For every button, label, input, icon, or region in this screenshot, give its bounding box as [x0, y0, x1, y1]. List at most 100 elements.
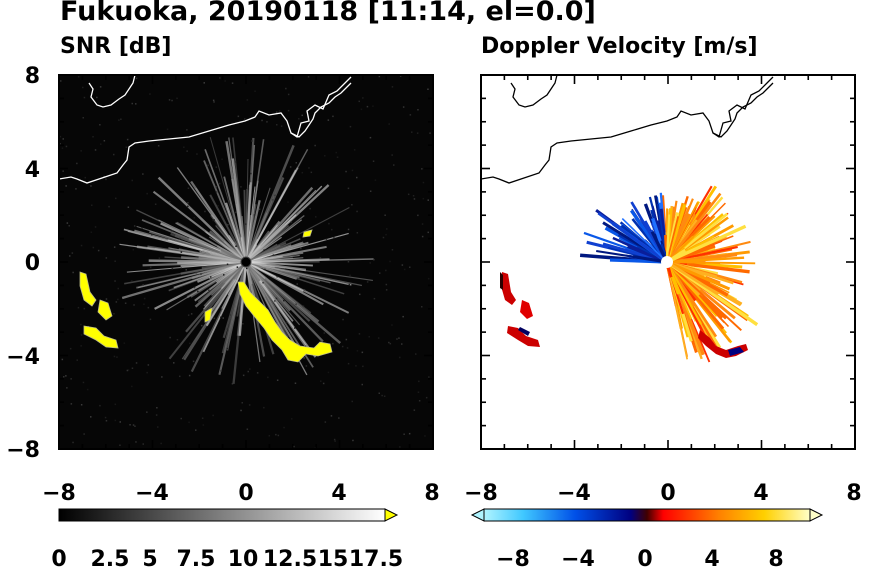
snr-noise-speck: [347, 362, 350, 365]
snr-noise-speck: [328, 222, 330, 225]
snr-noise-speck: [72, 271, 74, 274]
snr-noise-speck: [188, 374, 191, 377]
snr-noise-speck: [123, 342, 126, 344]
snr-noise-speck: [320, 380, 322, 382]
snr-noise-speck: [303, 289, 306, 291]
snr-noise-speck: [131, 102, 133, 105]
snr-noise-speck: [310, 171, 313, 174]
snr-noise-speck: [226, 263, 229, 265]
snr-noise-speck: [369, 190, 372, 192]
snr-noise-speck: [100, 143, 102, 145]
doppler-colorbar-label: 8: [768, 547, 783, 570]
snr-noise-speck: [61, 358, 64, 361]
snr-echo-ray: [245, 261, 313, 267]
snr-noise-speck: [90, 416, 92, 418]
snr-noise-speck: [401, 343, 403, 345]
snr-noise-speck: [83, 96, 86, 99]
snr-noise-speck: [146, 411, 148, 413]
snr-colorbar-label: 5: [142, 547, 157, 570]
snr-noise-speck: [212, 219, 214, 222]
snr-noise-speck: [146, 192, 148, 195]
snr-echo-ray: [245, 232, 349, 263]
snr-noise-speck: [347, 261, 350, 263]
snr-noise-speck: [330, 415, 333, 417]
snr-noise-speck: [378, 75, 381, 78]
snr-noise-speck: [309, 207, 311, 210]
snr-noise-speck: [114, 260, 116, 262]
snr-noise-speck: [142, 173, 144, 175]
snr-noise-speck: [69, 347, 72, 350]
snr-noise-speck: [418, 380, 420, 383]
snr-x-tick: −8: [42, 481, 76, 506]
snr-noise-speck: [127, 206, 130, 208]
snr-noise-speck: [413, 409, 416, 411]
snr-x-tick: −4: [135, 481, 169, 506]
snr-colorbar-label: 12.5: [263, 547, 317, 570]
snr-noise-speck: [94, 226, 97, 228]
snr-noise-speck: [319, 257, 322, 259]
snr-panel-title: SNR [dB]: [60, 34, 172, 59]
snr-noise-speck: [324, 421, 327, 423]
snr-noise-speck: [92, 246, 95, 249]
snr-noise-speck: [202, 424, 205, 426]
snr-noise-speck: [84, 176, 86, 179]
snr-noise-speck: [244, 118, 246, 120]
snr-noise-speck: [223, 274, 225, 276]
snr-noise-speck: [275, 111, 278, 113]
snr-noise-speck: [143, 303, 145, 305]
snr-noise-speck: [314, 144, 316, 147]
snr-noise-speck: [253, 214, 256, 216]
snr-noise-speck: [173, 362, 175, 364]
snr-colorbar-label: 17.5: [349, 547, 403, 570]
snr-noise-speck: [372, 160, 375, 162]
snr-noise-speck: [263, 406, 265, 409]
snr-noise-speck: [361, 351, 364, 354]
snr-noise-speck: [69, 255, 71, 257]
coastline-path: [510, 75, 558, 108]
snr-noise-speck: [133, 304, 135, 306]
snr-noise-speck: [256, 372, 259, 374]
snr-noise-speck: [60, 80, 62, 82]
snr-noise-speck: [120, 118, 122, 120]
snr-echo-ray: [221, 261, 248, 354]
snr-noise-speck: [402, 315, 404, 318]
snr-noise-speck: [151, 233, 153, 236]
snr-noise-speck: [114, 403, 117, 406]
snr-noise-speck: [389, 260, 391, 263]
snr-noise-speck: [188, 421, 190, 424]
snr-noise-speck: [71, 252, 74, 254]
snr-noise-speck: [369, 262, 371, 264]
snr-noise-speck: [86, 388, 89, 391]
snr-noise-speck: [196, 153, 198, 155]
snr-echo-ray: [223, 176, 247, 263]
coastline-path: [59, 82, 352, 184]
snr-noise-speck: [195, 429, 197, 431]
snr-echo-ray: [135, 261, 247, 289]
snr-noise-speck: [258, 208, 261, 210]
figure-title: Fukuoka, 20190118 [11:14, el=0.0]: [60, 0, 596, 27]
snr-noise-speck: [113, 313, 115, 315]
snr-noise-speck: [222, 317, 224, 319]
snr-noise-speck: [389, 342, 392, 345]
snr-noise-speck: [356, 232, 359, 234]
snr-noise-speck: [403, 433, 405, 435]
snr-noise-speck: [157, 145, 160, 147]
snr-noise-speck: [158, 257, 161, 259]
snr-noise-speck: [187, 205, 189, 208]
snr-noise-speck: [141, 227, 143, 229]
snr-noise-speck: [68, 225, 70, 227]
snr-y-tick: 8: [25, 64, 40, 89]
snr-noise-speck: [135, 103, 137, 105]
snr-noise-speck: [413, 198, 416, 200]
snr-noise-speck: [212, 99, 215, 102]
snr-noise-speck: [66, 222, 69, 224]
snr-noise-speck: [186, 150, 188, 152]
snr-noise-speck: [193, 286, 196, 289]
snr-noise-speck: [147, 306, 150, 309]
snr-noise-speck: [227, 224, 229, 226]
snr-noise-speck: [334, 440, 336, 442]
snr-noise-speck: [356, 350, 359, 352]
snr-noise-speck: [59, 143, 61, 145]
snr-noise-speck: [293, 445, 295, 448]
snr-noise-speck: [352, 439, 354, 442]
